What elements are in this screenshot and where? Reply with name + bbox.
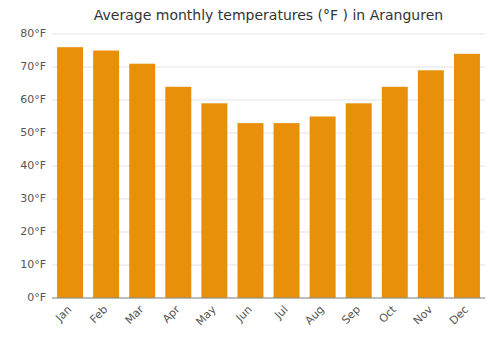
bar: [454, 54, 480, 298]
x-tick-label: Sep: [339, 303, 363, 327]
x-tick-label: Jan: [52, 303, 74, 325]
y-tick-label: 20°F: [20, 225, 46, 238]
grid-line: [52, 298, 485, 299]
x-tick-label: May: [193, 303, 219, 329]
x-tick-label: Jul: [271, 303, 290, 322]
x-tick-label: Feb: [87, 303, 110, 326]
bar: [201, 103, 227, 298]
bar: [93, 51, 119, 299]
x-tick-label: Aug: [302, 303, 326, 327]
x-axis-line: [52, 298, 485, 299]
y-tick-label: 50°F: [20, 126, 46, 139]
bar: [418, 70, 444, 298]
y-tick-label: 60°F: [20, 93, 46, 106]
x-tick-label: Mar: [123, 303, 147, 327]
y-tick-label: 70°F: [20, 60, 46, 73]
y-tick-label: 40°F: [20, 159, 46, 172]
bar: [165, 87, 191, 298]
x-tick-label: Nov: [411, 303, 436, 328]
y-tick-label: 80°F: [20, 27, 46, 40]
bars: [57, 47, 480, 298]
bar: [237, 123, 263, 298]
chart: 0°F 10°F 20°F 30°F 40°F 50°F 60°F 70°F 80°F Jan Fe…: [0, 0, 500, 350]
x-tick-label: Apr: [160, 303, 183, 326]
bar: [274, 123, 300, 298]
bar: [310, 117, 336, 299]
bar: [57, 47, 83, 298]
y-tick-label: 30°F: [20, 192, 46, 205]
bar: [382, 87, 408, 298]
bar: [129, 64, 155, 298]
bar: [346, 103, 372, 298]
x-tick-label: Dec: [447, 303, 471, 327]
chart-container: 0°F 10°F 20°F 30°F 40°F 50°F 60°F 70°F 80°F Jan Fe…: [0, 0, 500, 350]
title: Average monthly temperatures (°F ) in Ar…: [94, 7, 443, 23]
x-tick-label: Oct: [376, 303, 399, 326]
grid-line: [52, 34, 485, 35]
x-tick-label: Jun: [233, 303, 255, 325]
grid: [52, 34, 485, 298]
y-tick-label: 0°F: [27, 291, 46, 304]
y-tick-label: 10°F: [20, 258, 46, 271]
